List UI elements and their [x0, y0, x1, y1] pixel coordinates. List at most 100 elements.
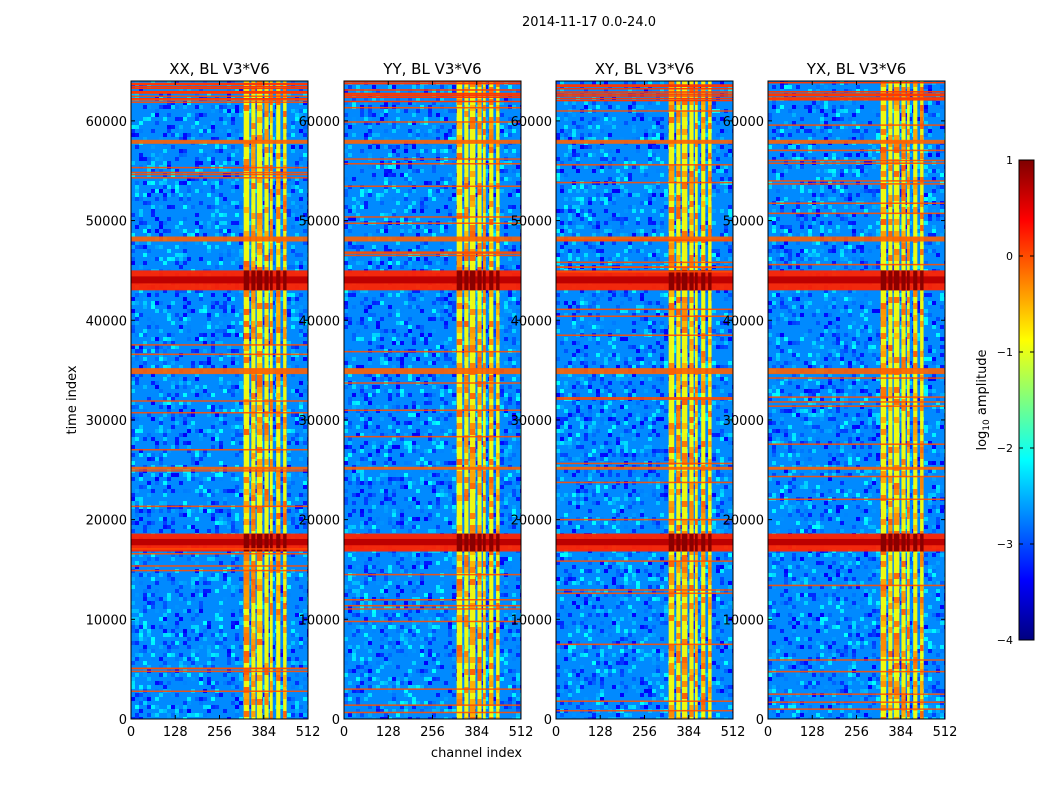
noise-cell: [356, 425, 360, 429]
noise-cell: [295, 673, 299, 677]
noise-cell: [492, 153, 496, 157]
noise-cell: [492, 373, 496, 377]
noise-cell: [368, 261, 372, 265]
noise-cell: [388, 309, 392, 313]
noise-cell: [436, 373, 440, 377]
noise-cell: [163, 185, 167, 189]
noise-cell: [135, 609, 139, 613]
noise-cell: [175, 185, 179, 189]
noise-cell: [267, 673, 271, 677]
noise-cell: [428, 333, 432, 337]
noise-cell: [203, 621, 207, 625]
band-texture: [283, 627, 287, 633]
noise-cell: [368, 189, 372, 193]
noise-cell: [303, 513, 307, 517]
noise-cell: [215, 665, 219, 669]
noise-cell: [388, 357, 392, 361]
noise-cell: [512, 413, 516, 417]
noise-cell: [271, 449, 275, 453]
noise-cell: [352, 473, 356, 477]
band-texture: [256, 267, 263, 273]
noise-cell: [424, 121, 428, 125]
noise-cell: [436, 481, 440, 485]
noise-cell: [380, 193, 384, 197]
noise-cell: [167, 397, 171, 401]
band-texture: [269, 609, 273, 615]
noise-cell: [440, 317, 444, 321]
band-texture: [283, 591, 287, 597]
band-texture: [269, 87, 273, 93]
noise-cell: [484, 461, 488, 465]
noise-cell: [352, 101, 356, 105]
noise-cell: [432, 353, 436, 357]
band-texture: [269, 255, 273, 261]
noise-cell: [187, 441, 191, 445]
noise-cell: [223, 313, 227, 317]
band-texture: [269, 189, 273, 195]
noise-cell: [271, 417, 275, 421]
band-texture: [251, 645, 256, 651]
noise-cell: [227, 249, 231, 253]
noise-cell: [360, 413, 364, 417]
noise-cell: [384, 229, 388, 233]
noise-cell: [428, 501, 432, 505]
noise-cell: [175, 673, 179, 677]
noise-cell: [516, 413, 520, 417]
noise-cell: [408, 449, 412, 453]
noise-cell: [504, 181, 508, 185]
band-texture: [269, 249, 273, 255]
noise-cell: [440, 389, 444, 393]
noise-cell: [295, 701, 299, 705]
noise-cell: [183, 321, 187, 325]
noise-cell: [195, 517, 199, 521]
noise-cell: [151, 657, 155, 661]
noise-cell: [267, 209, 271, 213]
noise-cell: [436, 357, 440, 361]
noise-cell: [239, 253, 243, 257]
noise-cell: [219, 149, 223, 153]
noise-cell: [151, 145, 155, 149]
noise-cell: [364, 521, 368, 525]
noise-cell: [303, 685, 307, 689]
noise-cell: [151, 401, 155, 405]
noise-cell: [215, 197, 219, 201]
noise-cell: [143, 697, 147, 701]
noise-cell: [267, 293, 271, 297]
noise-cell: [235, 349, 239, 353]
noise-cell: [183, 421, 187, 425]
noise-cell: [348, 373, 352, 377]
noise-cell: [143, 333, 147, 337]
noise-cell: [416, 109, 420, 113]
band-texture: [251, 225, 256, 231]
noise-cell: [231, 393, 235, 397]
noise-cell: [372, 493, 376, 497]
noise-cell: [512, 129, 516, 133]
noise-cell: [207, 225, 211, 229]
noise-cell: [492, 329, 496, 333]
band-texture: [243, 591, 250, 597]
noise-cell: [299, 393, 303, 397]
band-texture: [251, 579, 256, 585]
noise-cell: [500, 521, 504, 525]
noise-cell: [175, 473, 179, 477]
noise-cell: [504, 177, 508, 181]
rfi-hotspot: [243, 533, 250, 552]
noise-cell: [187, 181, 191, 185]
noise-cell: [504, 501, 508, 505]
noise-cell: [392, 121, 396, 125]
noise-cell: [380, 201, 384, 205]
noise-cell: [135, 653, 139, 657]
noise-cell: [147, 233, 151, 237]
noise-cell: [223, 309, 227, 313]
noise-cell: [508, 389, 512, 393]
band-texture: [256, 363, 263, 369]
noise-cell: [131, 441, 135, 445]
noise-cell: [408, 205, 412, 209]
noise-cell: [183, 317, 187, 321]
noise-cell: [436, 473, 440, 477]
noise-cell: [428, 317, 432, 321]
noise-cell: [131, 301, 135, 305]
band-texture: [256, 303, 263, 309]
noise-cell: [344, 565, 348, 569]
noise-cell: [287, 453, 291, 457]
